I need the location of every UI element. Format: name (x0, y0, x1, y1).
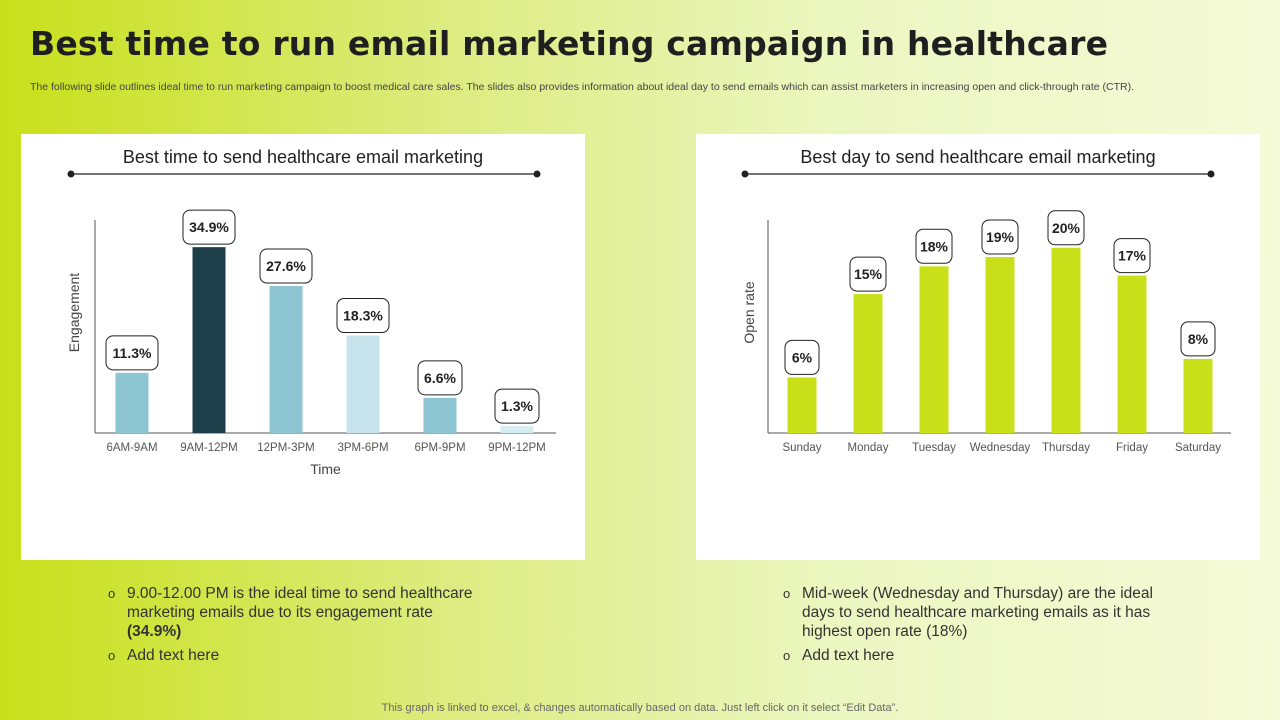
bar (423, 397, 457, 433)
time-insights-list: o 9.00-12.00 PM is the ideal time to sen… (108, 584, 488, 670)
tick-label: 12PM-3PM (257, 442, 315, 454)
time-chart: Engagement Time 11.3% 6AM-9AM 34.9% 9AM-12PM 2… (66, 170, 556, 477)
tick-label: Sunday (782, 442, 821, 454)
y-axis-label: Engagement (66, 273, 82, 353)
list-item: o 9.00-12.00 PM is the ideal time to sen… (108, 584, 488, 641)
bar (1051, 247, 1081, 433)
data-label-box (105, 335, 159, 371)
data-label-box (182, 209, 236, 245)
bar (1117, 275, 1147, 433)
insight-highlight: (34.9%) (127, 623, 182, 640)
tick-label: 6PM-9PM (414, 442, 465, 454)
tick-label: 9AM-12PM (180, 442, 238, 454)
data-label-box (259, 248, 313, 284)
time-chart-title: Best time to send healthcare email marke… (122, 147, 484, 167)
underline-dot (533, 170, 541, 178)
data-label: 18.3% (343, 308, 383, 324)
x-axis-label: Time (310, 461, 341, 477)
data-label: 8% (1188, 331, 1209, 347)
data-label: 6% (792, 349, 813, 365)
bar (269, 286, 303, 433)
list-item: o Add text here (108, 646, 488, 665)
data-label-box (915, 228, 953, 264)
bar (1183, 358, 1213, 433)
page-subtitle: The following slide outlines ideal time … (30, 81, 1135, 93)
data-label: 20% (1052, 220, 1081, 236)
day-chart-panel: Best day to send healthcare email market… (696, 134, 1260, 560)
tick-label: Tuesday (912, 442, 956, 454)
tick-label: Saturday (1175, 442, 1221, 454)
bar (919, 266, 949, 433)
data-label: 1.3% (501, 398, 533, 414)
underline-dot (67, 170, 75, 178)
bar (500, 426, 534, 433)
data-label-box (1047, 210, 1085, 246)
tick-label: Friday (1116, 442, 1148, 454)
bar (346, 335, 380, 433)
tick-label: 9PM-12PM (488, 442, 546, 454)
bar (853, 294, 883, 433)
tick-label: Wednesday (970, 442, 1031, 454)
bar (985, 257, 1015, 433)
tick-label: 6AM-9AM (106, 442, 157, 454)
day-chart-title: Best day to send healthcare email market… (800, 147, 1156, 167)
bullet-circle-icon: o (783, 648, 791, 663)
bullet-circle-icon: o (108, 648, 116, 663)
data-label-box (417, 360, 463, 396)
data-label: 15% (854, 266, 883, 282)
data-label: 18% (920, 238, 949, 254)
data-label: 34.9% (189, 219, 229, 235)
insight-text: 9.00-12.00 PM is the ideal time to send … (127, 585, 473, 621)
data-label-box (1180, 321, 1216, 357)
list-item: o Mid-week (Wednesday and Thursday) are … (783, 584, 1163, 641)
bullet-circle-icon: o (108, 586, 116, 601)
tick-label: Monday (848, 442, 889, 454)
time-chart-panel: Best time to send healthcare email marke… (21, 134, 585, 560)
underline-dot (741, 170, 749, 178)
day-insights-list: o Mid-week (Wednesday and Thursday) are … (783, 584, 1163, 670)
insight-text: Mid-week (Wednesday and Thursday) are th… (802, 585, 1153, 640)
data-label-box (1113, 238, 1151, 274)
underline-dot (1207, 170, 1215, 178)
bar (192, 247, 226, 433)
placeholder-text: Add text here (127, 647, 220, 664)
page-title: Best time to run email marketing campaig… (30, 24, 1109, 63)
tick-label: Thursday (1042, 442, 1090, 454)
data-label: 11.3% (113, 345, 152, 361)
day-chart: Open rate 6% Sunday 15% Monday 18% Tuesday 19% W… (741, 170, 1231, 454)
list-item: o Add text here (783, 646, 1163, 665)
data-label-box (784, 339, 820, 375)
y-axis-label: Open rate (741, 281, 757, 343)
bar (115, 372, 149, 433)
bar (787, 377, 817, 433)
data-label: 27.6% (266, 258, 306, 274)
data-label-box (981, 219, 1019, 255)
data-label-box (336, 298, 390, 334)
data-label: 6.6% (424, 370, 456, 386)
placeholder-text: Add text here (802, 647, 895, 664)
data-label: 19% (986, 229, 1015, 245)
data-label-box (849, 256, 887, 292)
footer-note: This graph is linked to excel, & changes… (381, 702, 899, 714)
data-label-box (494, 388, 540, 424)
data-label: 17% (1118, 248, 1147, 264)
bullet-circle-icon: o (783, 586, 791, 601)
tick-label: 3PM-6PM (337, 442, 388, 454)
